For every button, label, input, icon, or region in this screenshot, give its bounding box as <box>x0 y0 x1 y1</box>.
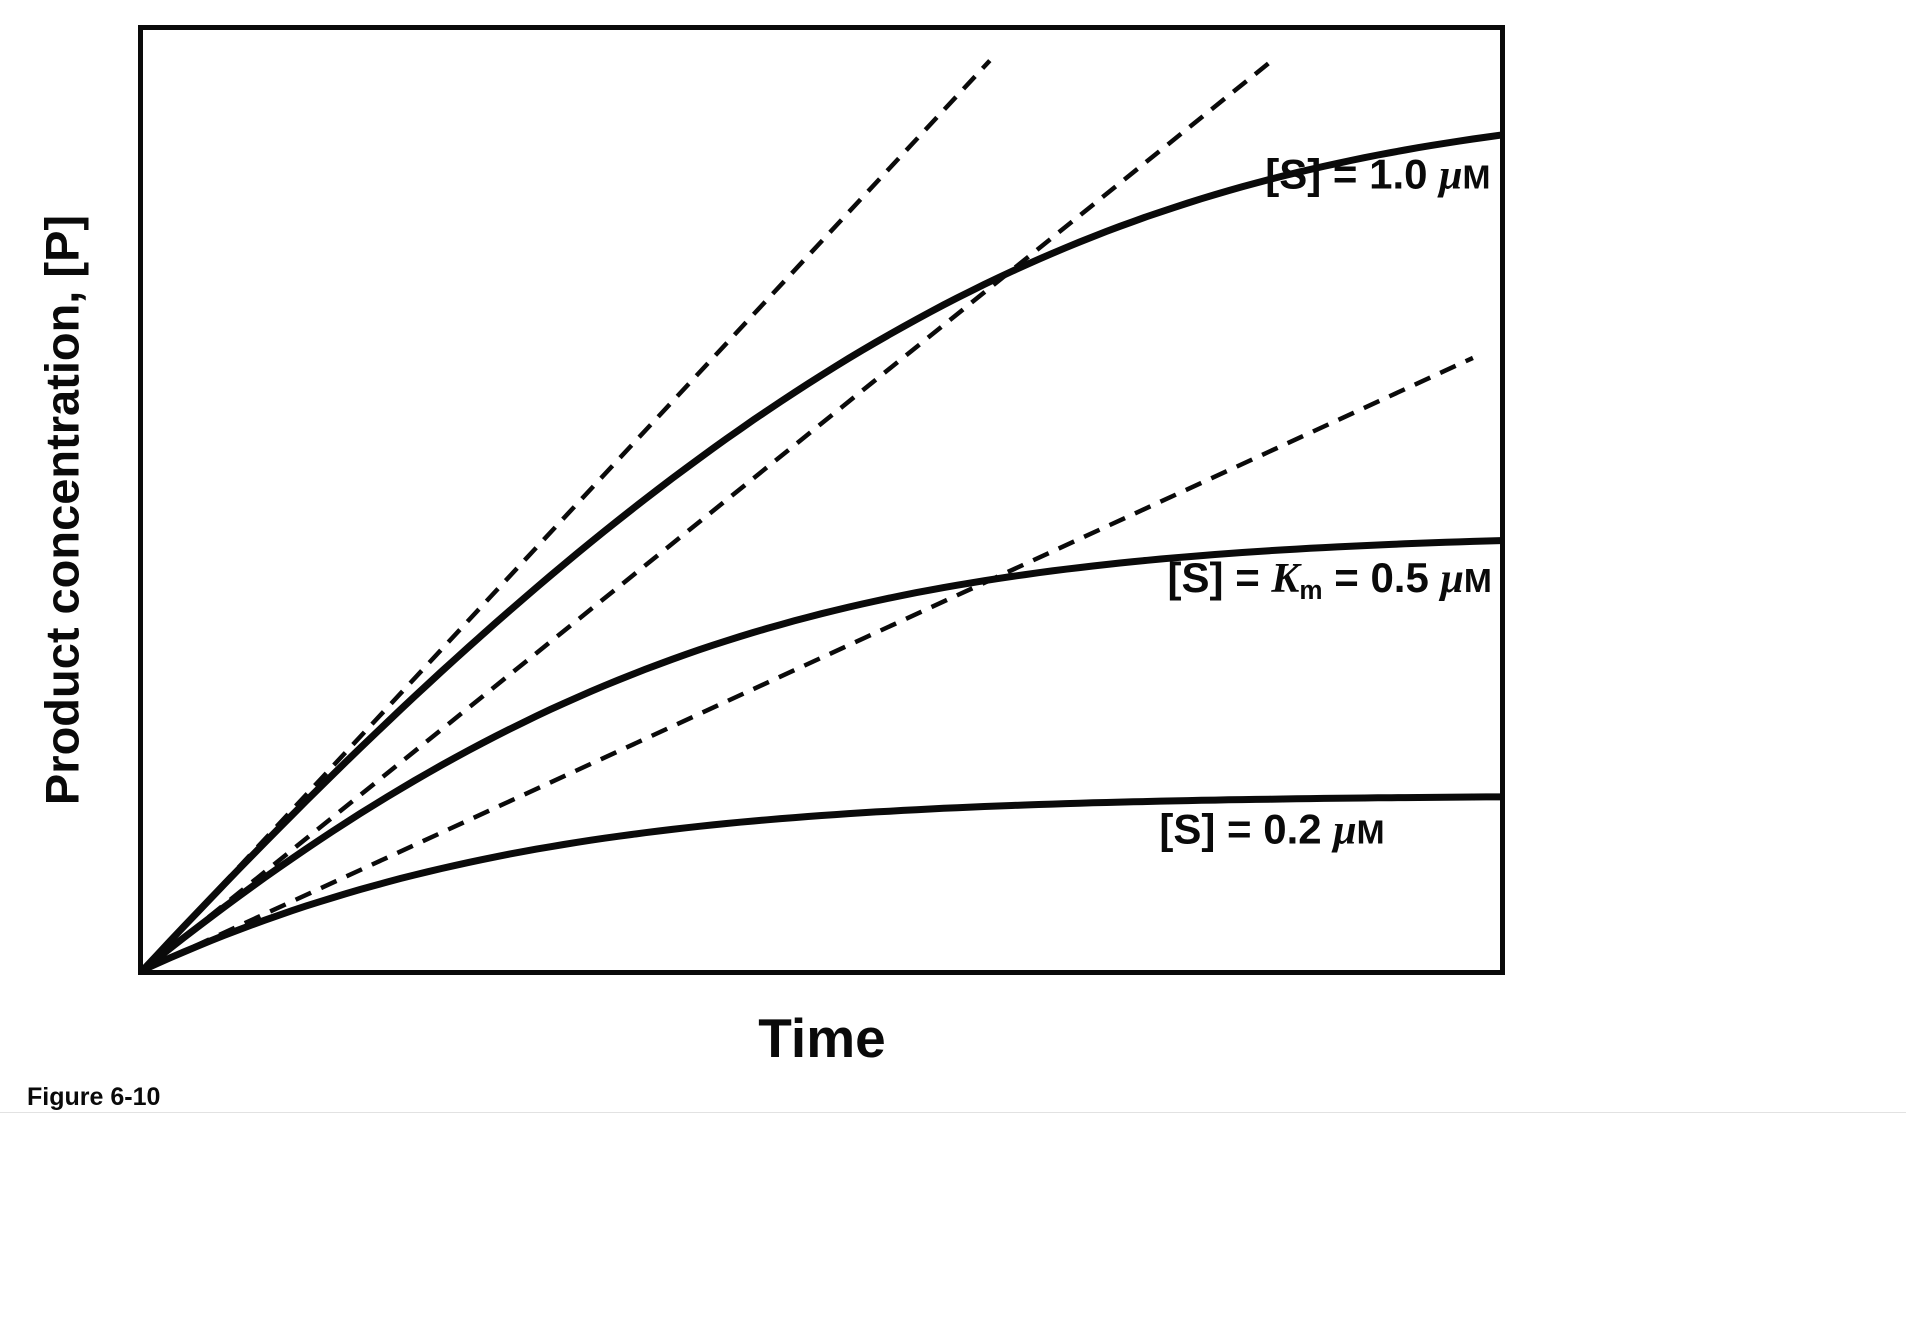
x-axis-label: Time <box>758 1007 886 1069</box>
progress-curve-s0-5uM <box>143 537 1500 970</box>
y-axis-label: Product concentration, [P] <box>35 214 89 806</box>
chart-canvas <box>143 58 1500 970</box>
progress-curve-s1-0uM <box>143 131 1500 970</box>
initial-velocity-tangent-s0-5uM <box>143 58 1274 970</box>
page-edge-line <box>0 1112 1906 1113</box>
plot-area: [S] = 1.0 μM [S] = Km = 0.5 μM [S] = 0.2 μ… <box>138 25 1505 975</box>
figure-caption: Figure 6-10 <box>27 1083 161 1111</box>
progress-curve-s0-2uM <box>143 793 1500 970</box>
initial-velocity-tangent-s0-2uM <box>143 355 1474 970</box>
